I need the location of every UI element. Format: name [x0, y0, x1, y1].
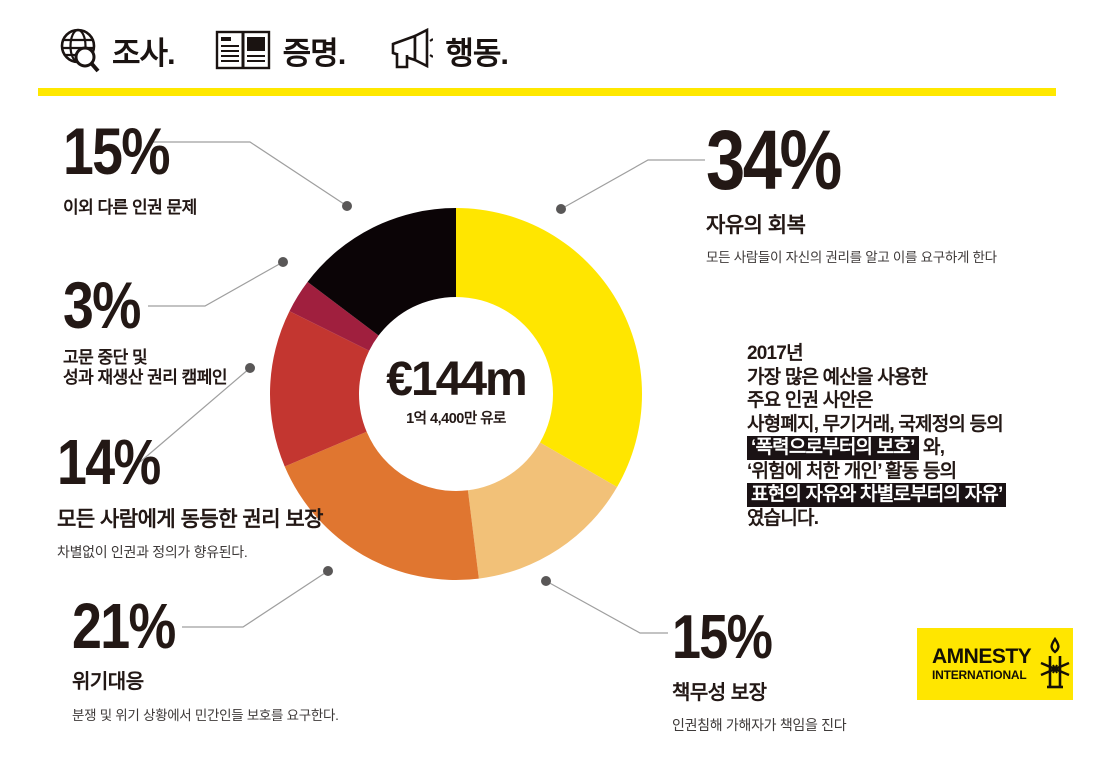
total-budget-sublabel: 1억 4,400만 유로	[406, 411, 506, 427]
summary-line: 였습니다.	[747, 507, 819, 529]
segment-label: 이외 다른 인권 문제	[63, 198, 197, 217]
summary-line: ‘폭력으로부터의 보호’ 와,	[747, 436, 1006, 460]
segment-label: 고문 중단 및 성과 재생산 권리 캠페인	[63, 348, 228, 388]
segment-description: 인권침해 가해자가 책임을 진다	[672, 717, 847, 733]
percent-value: 3%	[63, 268, 141, 342]
yellow-divider-bar	[38, 88, 1056, 96]
logo-line2: INTERNATIONAL	[932, 668, 1027, 683]
segment-label: 위기대응	[72, 671, 144, 693]
segment-description: 차별없이 인권과 정의가 향유된다.	[57, 544, 248, 560]
callout-accountability: 15% 책무성 보장 인권침해 가해자가 책임을 진다	[672, 603, 847, 735]
amnesty-logo-text: AMNESTY INTERNATIONAL	[932, 644, 1032, 683]
megaphone-icon	[392, 27, 434, 69]
summary-line: 2017년	[747, 343, 804, 364]
candle-barbed-wire-icon	[1040, 637, 1070, 689]
callout-crisis-response: 21% 위기대응 분쟁 및 위기 상황에서 민간인들 보호를 요구한다.	[72, 594, 339, 724]
percent-value: 14%	[57, 426, 161, 498]
header-item-prove: 증명.	[215, 28, 346, 73]
header-item-act: 행동.	[385, 27, 509, 73]
segment-label: 모든 사람에게 동등한 권리 보장	[57, 508, 324, 531]
segment-label-line2: 성과 재생산 권리 캠페인	[63, 368, 228, 387]
highlight-protection-from-violence: ‘폭력으로부터의 보호’	[747, 436, 919, 460]
total-budget-amount: €144m	[386, 353, 527, 406]
callout-other-issues: 15% 이외 다른 인권 문제	[63, 118, 197, 218]
callout-freedom-recovery: 34% 자유의 회복 모든 사람들이 자신의 권리를 알고 이를 요구하게 한다	[706, 118, 997, 266]
segment-description: 모든 사람들이 자신의 권리를 알고 이를 요구하게 한다	[706, 250, 997, 265]
callout-torture-campaign: 3% 고문 중단 및 성과 재생산 권리 캠페인	[63, 268, 228, 388]
summary-line: 표현의 자유와 차별로부터의 자유’	[747, 483, 1007, 507]
percent-value: 15%	[672, 603, 773, 672]
amnesty-logo: AMNESTY INTERNATIONAL	[917, 628, 1073, 700]
percent-value: 21%	[72, 590, 176, 662]
header-label-act: 행동.	[445, 35, 509, 71]
header: 조사. 증명. 행동.	[58, 26, 548, 74]
summary-line: ‘위험에 처한 개인’ 활동 등의	[747, 460, 957, 482]
logo-line1: AMNESTY	[932, 644, 1032, 668]
percent-value: 34%	[706, 113, 842, 207]
header-label-prove: 증명.	[282, 35, 347, 71]
segment-label: 자유의 회복	[706, 214, 806, 237]
summary-line: 사형폐지, 무기거래, 국제정의 등의	[747, 413, 1004, 435]
header-label-investigate: 조사.	[112, 35, 176, 71]
segment-label: 책무성 보장	[672, 682, 767, 704]
header-item-investigate: 조사.	[58, 26, 176, 74]
segment-label-line1: 고문 중단 및	[63, 348, 148, 367]
open-book-icon	[215, 30, 270, 70]
summary-line: 가장 많은 예산을 사용한	[747, 366, 928, 388]
highlight-freedom-of-expression: 표현의 자유와 차별로부터의 자유’	[747, 483, 1007, 507]
segment-description: 분쟁 및 위기 상황에서 민간인들 보호를 요구한다.	[72, 708, 339, 723]
budget-summary-paragraph: 2017년 가장 많은 예산을 사용한 주요 인권 사안은 사형폐지, 무기거래…	[747, 342, 1007, 530]
callout-equal-rights: 14% 모든 사람에게 동등한 권리 보장 차별없이 인권과 정의가 향유된다.	[57, 426, 324, 562]
donut-center-label: €144m 1억 4,400만 유로	[386, 353, 527, 428]
globe-magnifier-icon	[60, 28, 100, 73]
percent-value: 15%	[63, 114, 171, 188]
summary-line: 주요 인권 사안은	[747, 390, 874, 411]
